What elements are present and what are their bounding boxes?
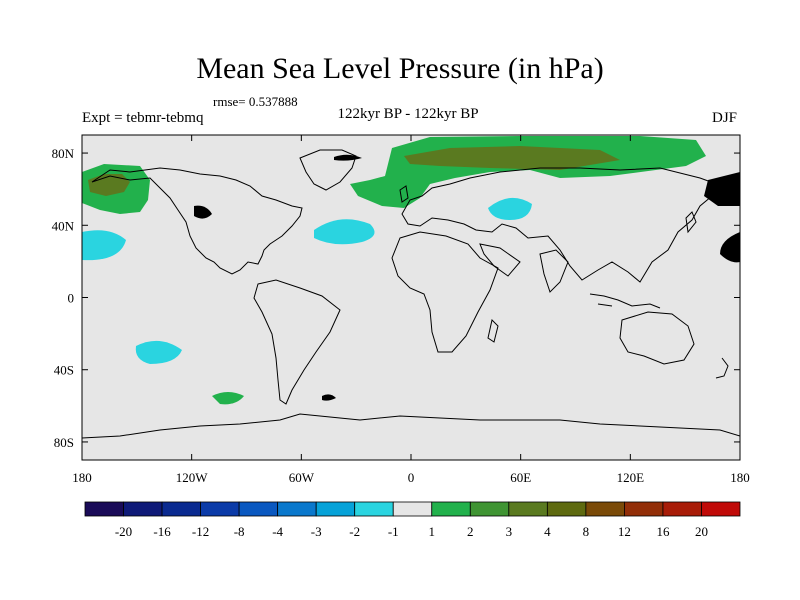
colorbar-swatch (200, 501, 240, 517)
anomaly-layer (82, 136, 740, 405)
x-tick-label: 0 (408, 470, 415, 485)
colorbar-swatch (277, 501, 317, 517)
y-tick-label: 0 (68, 291, 75, 306)
south-america-coast (253, 279, 341, 405)
rmse-label: rmse= 0.537888 (213, 94, 298, 109)
indonesia-coast (589, 293, 661, 309)
india-coast (539, 249, 569, 293)
axis-ticks (81, 135, 741, 460)
colorbar-label: -16 (153, 524, 171, 539)
colorbar-swatch (431, 501, 471, 517)
japan-coast (685, 211, 697, 234)
colorbar-swatch (624, 501, 664, 517)
south-pacific-positive (212, 392, 244, 405)
greenland-coast (299, 149, 357, 191)
x-tick-label: 180 (730, 470, 750, 485)
colorbar-label: 12 (618, 524, 631, 539)
colorbar-label: -8 (234, 524, 245, 539)
colorbar-swatch (662, 501, 702, 517)
antarctica-coast (82, 413, 740, 439)
colorbar-swatch (392, 501, 433, 517)
colorbar-swatch (469, 501, 510, 517)
colorbar-label: -4 (272, 524, 283, 539)
colorbar-label: 8 (583, 524, 590, 539)
colorbar-label: 2 (467, 524, 474, 539)
colorbar-swatch (508, 501, 548, 517)
x-tick-label: 120E (617, 470, 645, 485)
colorbar-swatch (123, 501, 163, 517)
axis-labels: 180 120W 60W 0 60E 120E 180 80N 40N 0 40S 80S (52, 146, 750, 485)
colorbar-label: 3 (506, 524, 513, 539)
north-america-coast (91, 167, 303, 275)
colorbar-label: 20 (695, 524, 708, 539)
eurasia-coast (401, 167, 723, 283)
colorbar-label: -20 (115, 524, 132, 539)
africa-coast (391, 231, 499, 353)
colorbar-label: -3 (311, 524, 322, 539)
x-tick-label: 180 (72, 470, 92, 485)
colorbar-swatch (354, 501, 394, 517)
x-tick-label: 60E (510, 470, 531, 485)
colorbar-label: 1 (429, 524, 436, 539)
experiment-label: Expt = tebmr-tebmq (82, 110, 204, 126)
period-label: 122kyr BP - 122kyr BP (337, 106, 479, 122)
coastlines (82, 149, 740, 439)
season-label: DJF (712, 110, 738, 126)
subtropical-pacific-east-negative (720, 232, 740, 263)
labrador-negative (194, 205, 212, 219)
subtropical-pacific-negative (82, 230, 126, 261)
colorbar-label: -1 (388, 524, 399, 539)
north-atlantic-negative (314, 219, 375, 245)
australia-coast (619, 311, 695, 365)
colorbar-label: 4 (544, 524, 551, 539)
central-asia-negative (488, 197, 532, 220)
arabia-coast (479, 243, 521, 277)
south-atlantic-small-negative (322, 394, 336, 401)
south-pacific-negative (135, 340, 182, 364)
colorbar-swatch (546, 501, 587, 517)
colorbar-swatch (84, 501, 124, 517)
east-pacific-edge-positive (704, 172, 740, 206)
colorbar: -20 -16 -12 -8 -4 -3 -2 -1 1 2 3 4 8 12 16 20 (84, 501, 741, 539)
eurasia-arctic-core (404, 146, 620, 170)
madagascar-coast (487, 319, 499, 343)
british-isles-coast (399, 185, 409, 203)
colorbar-swatch (161, 501, 201, 517)
x-tick-label: 60W (289, 470, 315, 485)
colorbar-label: -12 (192, 524, 209, 539)
colorbar-swatch (585, 501, 625, 517)
y-tick-label: 80S (54, 435, 74, 450)
y-tick-label: 80N (52, 146, 75, 161)
colorbar-swatch (238, 501, 279, 517)
colorbar-swatch (315, 501, 356, 517)
colorbar-label: 16 (656, 524, 670, 539)
colorbar-label: -2 (349, 524, 360, 539)
new-zealand-coast (715, 357, 729, 379)
x-tick-label: 120W (176, 470, 209, 485)
y-tick-label: 40S (54, 363, 74, 378)
colorbar-swatch (701, 501, 741, 517)
chart-title: Mean Sea Level Pressure (in hPa) (196, 52, 604, 85)
y-tick-label: 40N (52, 218, 75, 233)
